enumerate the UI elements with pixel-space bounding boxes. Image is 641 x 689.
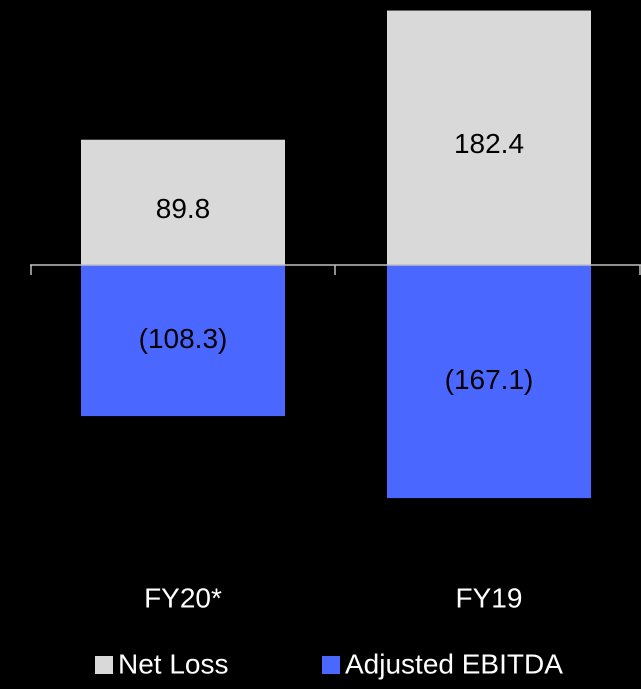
x-tick-label: FY19: [456, 582, 523, 613]
bar: [387, 10, 591, 265]
bar: [81, 265, 285, 417]
bar: [387, 265, 591, 499]
legend-swatch: [95, 656, 113, 674]
data-label: (167.1): [445, 364, 534, 395]
data-label: (108.3): [139, 323, 228, 354]
data-label: 182.4: [454, 128, 524, 159]
x-tick-label: FY20*: [144, 582, 222, 613]
legend-label: Net Loss: [118, 648, 229, 679]
data-label: 89.8: [156, 193, 211, 224]
bar: [81, 139, 285, 265]
legend-swatch: [322, 656, 340, 674]
legend-label: Adjusted EBITDA: [345, 648, 563, 679]
